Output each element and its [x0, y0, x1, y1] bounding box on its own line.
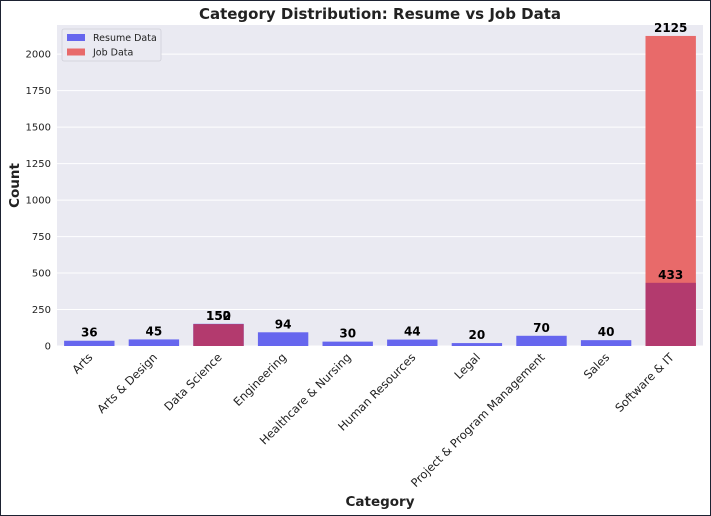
- plot-background: [57, 25, 703, 346]
- x-axis-label: Category: [345, 494, 414, 510]
- x-tick-label: Arts & Design: [94, 350, 160, 416]
- bar-resume-data: [451, 343, 503, 346]
- value-label-resume: 152: [206, 309, 231, 323]
- y-tick-label: 500: [32, 269, 51, 280]
- bar-overlap: [645, 282, 696, 346]
- chart-title: Category Distribution: Resume vs Job Dat…: [199, 5, 561, 23]
- bar-resume-data: [516, 335, 567, 346]
- bar-resume-data: [257, 332, 309, 346]
- bar-resume-data: [580, 340, 632, 346]
- y-tick-label: 250: [32, 305, 51, 316]
- value-label-resume: 70: [533, 321, 550, 335]
- x-tick-label: Sales: [581, 350, 613, 382]
- value-label-resume: 40: [598, 325, 615, 339]
- legend-swatch: [67, 48, 85, 56]
- legend-label: Resume Data: [93, 33, 157, 44]
- value-label-resume: 94: [275, 317, 292, 331]
- y-axis-label: Count: [7, 163, 23, 208]
- value-label-resume: 20: [469, 328, 486, 342]
- bar-overlap: [193, 324, 244, 346]
- legend-swatch: [67, 34, 85, 41]
- y-tick-label: 2000: [26, 50, 51, 61]
- y-tick-label: 1000: [26, 196, 51, 207]
- legend-label: Job Data: [92, 48, 133, 59]
- x-tick-label: Project & Program Management: [408, 350, 548, 490]
- y-tick-label: 1750: [26, 86, 51, 97]
- x-tick-label: Legal: [451, 350, 483, 382]
- value-label-resume: 45: [146, 324, 163, 338]
- bars: [64, 35, 696, 347]
- x-tick-label: Software & IT: [612, 350, 677, 415]
- value-label-resume: 44: [404, 325, 421, 339]
- value-label-resume: 30: [339, 327, 356, 341]
- bar-resume-data: [387, 339, 438, 346]
- value-label-job: 2125: [654, 21, 687, 35]
- y-tick-label: 0: [45, 342, 51, 353]
- legend-box: [61, 28, 162, 62]
- x-tick-label: Engineering: [231, 350, 290, 409]
- x-tick-label: Arts: [69, 350, 95, 376]
- bar-resume-data: [322, 341, 373, 346]
- y-tick-label: 1500: [26, 123, 51, 134]
- y-tick-label: 1250: [26, 159, 51, 170]
- bar-resume-data: [128, 339, 180, 346]
- bar-resume-data: [64, 340, 115, 346]
- legend: Resume Data Job Data: [61, 28, 162, 62]
- value-label-resume: 433: [658, 268, 683, 282]
- value-label-job: 150: [206, 309, 231, 323]
- value-label-resume: 36: [81, 326, 98, 340]
- x-tick-label: Data Science: [161, 350, 224, 413]
- y-axis-ticks: 0 250 500 750 1000 1250 1500 1750 2000: [26, 50, 51, 353]
- y-tick-label: 750: [32, 232, 51, 243]
